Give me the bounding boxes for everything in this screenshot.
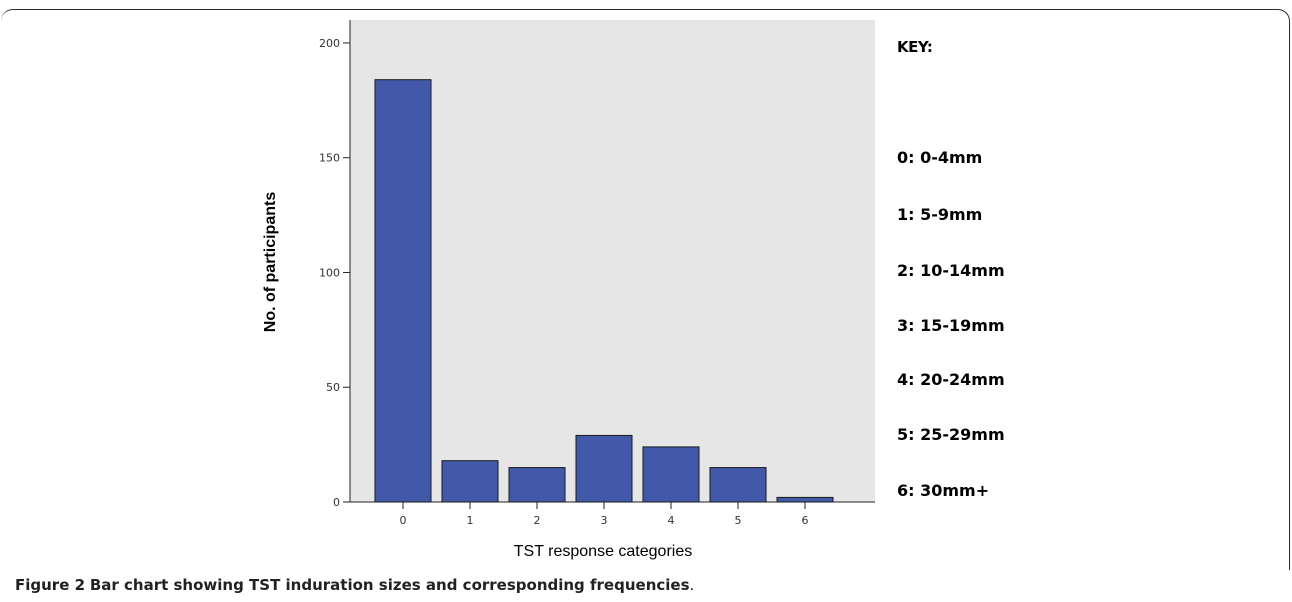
y-tick-label: 0 bbox=[333, 496, 340, 509]
x-tick-label: 1 bbox=[467, 514, 474, 527]
x-tick-label: 6 bbox=[802, 514, 809, 527]
x-ticks: 0 1 2 3 4 5 6 bbox=[400, 502, 809, 527]
y-tick-label: 100 bbox=[319, 266, 340, 279]
y-tick-label: 150 bbox=[319, 152, 340, 165]
x-tick-label: 2 bbox=[534, 514, 541, 527]
bar-0 bbox=[374, 79, 432, 503]
key-item: 5: 25-29mm bbox=[897, 425, 1005, 444]
x-tick-label: 5 bbox=[735, 514, 742, 527]
key-item: 4: 20-24mm bbox=[897, 370, 1005, 389]
y-tick-label: 200 bbox=[319, 37, 340, 50]
figure-caption: Figure 2 Bar chart showing TST induratio… bbox=[15, 576, 694, 594]
bar-4 bbox=[642, 446, 700, 503]
key-item: 2: 10-14mm bbox=[897, 261, 1005, 280]
y-tick-label: 50 bbox=[326, 381, 340, 394]
bar-5 bbox=[709, 467, 767, 503]
key-item: 6: 30mm+ bbox=[897, 481, 990, 500]
key-title: KEY: bbox=[897, 38, 933, 56]
x-axis-title: TST response categories bbox=[514, 543, 692, 560]
bars bbox=[374, 79, 834, 503]
key-item: 3: 15-19mm bbox=[897, 316, 1005, 335]
y-axis-title: No. of participants bbox=[262, 192, 279, 333]
y-ticks: 0 50 100 150 200 bbox=[319, 37, 350, 509]
x-tick-label: 0 bbox=[400, 514, 407, 527]
bar-3 bbox=[575, 434, 633, 503]
bar-6 bbox=[776, 496, 834, 503]
caption-end: . bbox=[689, 576, 695, 594]
x-tick-label: 4 bbox=[668, 514, 675, 527]
key-item: 0: 0-4mm bbox=[897, 148, 983, 167]
bar-1 bbox=[441, 460, 499, 503]
figure-frame bbox=[1, 9, 1290, 570]
caption-text: Bar chart showing TST induration sizes a… bbox=[89, 576, 690, 594]
x-tick-label: 3 bbox=[601, 514, 608, 527]
key-item: 1: 5-9mm bbox=[897, 205, 983, 224]
plot-area bbox=[350, 20, 875, 502]
bar-2 bbox=[508, 467, 566, 503]
caption-label: Figure 2 bbox=[15, 576, 86, 594]
